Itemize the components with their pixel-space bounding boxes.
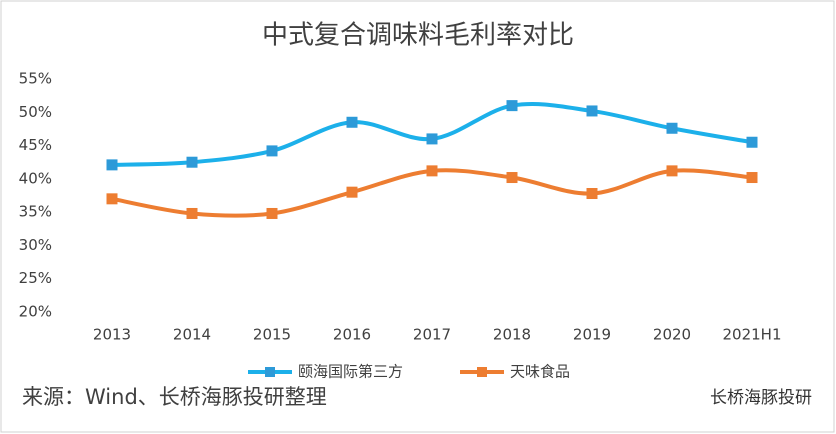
chart-title: 中式复合调味料毛利率对比 [262, 21, 574, 51]
point-marker [426, 165, 438, 177]
point-marker [186, 207, 198, 219]
source-note: 来源：Wind、长桥海豚投研整理 [22, 385, 327, 409]
legend-marker [477, 367, 487, 377]
point-marker [746, 172, 758, 184]
y-tick-label: 30% [19, 236, 52, 254]
y-tick-label: 55% [19, 70, 52, 88]
x-tick-label: 2021H1 [723, 326, 782, 344]
point-marker [586, 105, 598, 117]
x-tick-label: 2019 [573, 326, 611, 344]
y-tick-label: 35% [19, 203, 52, 221]
legend-label: 颐海国际第三方 [298, 363, 403, 381]
legend-label: 天味食品 [510, 363, 570, 381]
x-tick-label: 2017 [413, 326, 451, 344]
point-marker [346, 116, 358, 128]
legend-marker [265, 367, 275, 377]
point-marker [106, 193, 118, 205]
point-marker [266, 145, 278, 157]
point-marker [426, 133, 438, 145]
x-tick-label: 2020 [653, 326, 691, 344]
y-tick-label: 20% [19, 303, 52, 321]
point-marker [586, 188, 598, 200]
point-marker [506, 172, 518, 184]
x-tick-label: 2016 [333, 326, 371, 344]
point-marker [186, 156, 198, 168]
x-tick-label: 2018 [493, 326, 531, 344]
y-tick-label: 25% [19, 269, 52, 287]
x-tick-label: 2013 [93, 326, 131, 344]
point-marker [746, 136, 758, 148]
y-tick-label: 45% [19, 136, 52, 154]
x-tick-label: 2014 [173, 326, 211, 344]
point-marker [666, 165, 678, 177]
point-marker [506, 100, 518, 112]
point-marker [106, 159, 118, 171]
point-marker [346, 186, 358, 198]
watermark: 长桥海豚投研 [710, 388, 812, 408]
point-marker [666, 122, 678, 134]
x-tick-label: 2015 [253, 326, 291, 344]
y-tick-label: 50% [19, 103, 52, 121]
point-marker [266, 207, 278, 219]
y-tick-label: 40% [19, 169, 52, 187]
